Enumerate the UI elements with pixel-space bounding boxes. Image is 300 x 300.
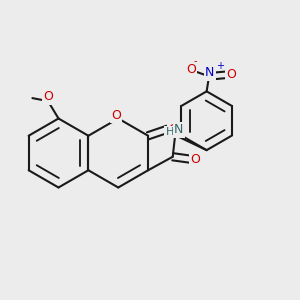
Text: O: O (111, 109, 121, 122)
Text: O: O (226, 68, 236, 81)
Text: N: N (174, 123, 183, 136)
Text: O: O (44, 90, 53, 104)
Text: +: + (216, 61, 224, 71)
Text: O: O (186, 63, 196, 76)
Text: O: O (168, 123, 178, 136)
Text: H: H (166, 127, 174, 137)
Text: -: - (194, 56, 197, 66)
Text: O: O (190, 153, 200, 166)
Text: N: N (205, 66, 214, 79)
